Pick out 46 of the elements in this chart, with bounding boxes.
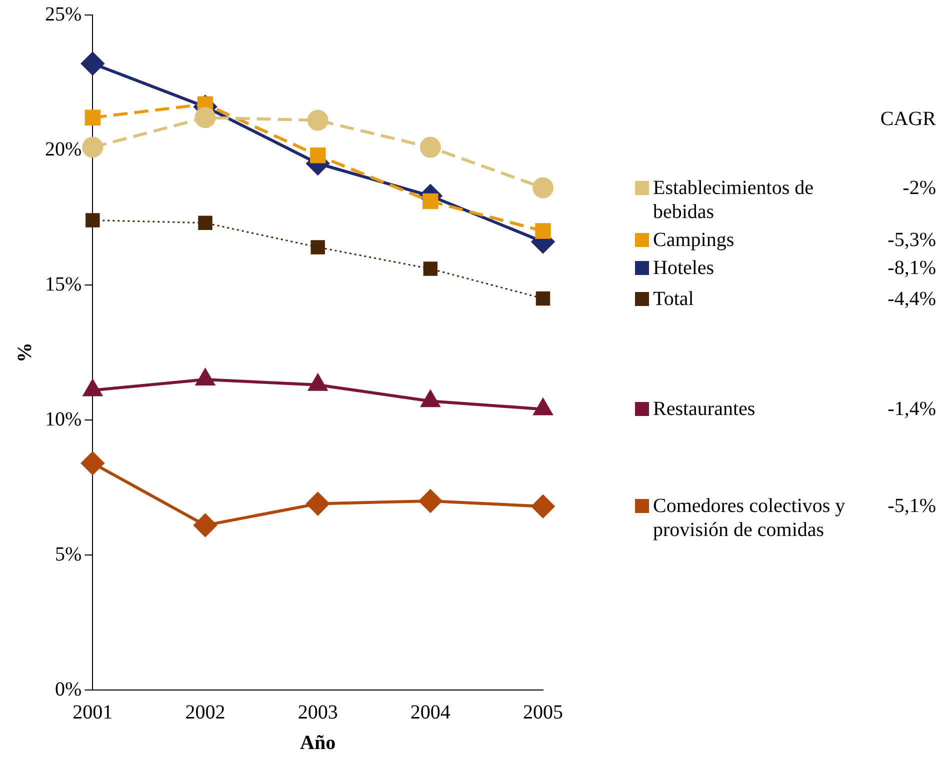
x-axis-title: Año — [300, 732, 336, 754]
point — [532, 177, 554, 198]
legend-title: CAGR — [879, 108, 936, 131]
text: -2% — [902, 176, 936, 200]
point — [418, 490, 442, 512]
legend-label: Campings — [653, 228, 736, 252]
point — [535, 223, 551, 239]
x-tick-label: 2003 — [298, 701, 338, 724]
y-tick-label: 15% — [44, 273, 82, 296]
legend-label: Establecimientos de bebidas — [653, 176, 815, 224]
legend-label: Hoteles — [653, 256, 716, 280]
text: -1,4% — [886, 397, 936, 422]
x-tick-label: 2005 — [523, 701, 563, 724]
point — [423, 262, 438, 276]
point — [310, 240, 325, 254]
text: -5,1% — [886, 494, 936, 518]
point — [532, 494, 554, 518]
text: -8,1% — [886, 256, 936, 280]
y-tick-label: 20% — [44, 138, 82, 160]
point — [198, 216, 212, 230]
point — [194, 107, 216, 128]
point — [307, 110, 328, 131]
point — [194, 514, 217, 537]
point — [536, 291, 550, 306]
point — [84, 110, 101, 126]
point — [86, 213, 100, 228]
point — [422, 193, 438, 210]
y-tick-label: 25% — [44, 3, 82, 26]
y-tick-label: 10% — [44, 408, 82, 430]
text: -4,4% — [886, 286, 936, 310]
point — [81, 52, 104, 76]
y-tick-label: 0% — [54, 678, 82, 700]
x-tick-label: 2001 — [72, 701, 113, 724]
text: -5,3% — [886, 228, 936, 252]
x-tick-label: 2002 — [185, 701, 226, 724]
y-tick-label: 5% — [54, 543, 82, 566]
y-axis-title: % — [14, 342, 36, 362]
point — [310, 148, 326, 164]
x-tick-label: 2004 — [410, 701, 450, 724]
legend-label: Comedores colectivos y provisión de comidas — [653, 494, 846, 542]
point — [82, 136, 104, 158]
point — [420, 136, 441, 158]
legend-label: Total — [653, 286, 695, 310]
legend-label: Restaurantes — [653, 397, 756, 422]
point — [81, 452, 104, 475]
point — [306, 492, 330, 516]
